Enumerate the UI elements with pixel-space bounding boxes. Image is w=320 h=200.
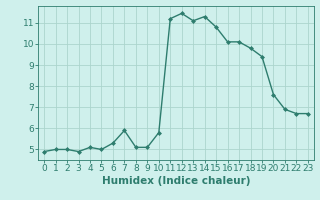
- X-axis label: Humidex (Indice chaleur): Humidex (Indice chaleur): [102, 176, 250, 186]
